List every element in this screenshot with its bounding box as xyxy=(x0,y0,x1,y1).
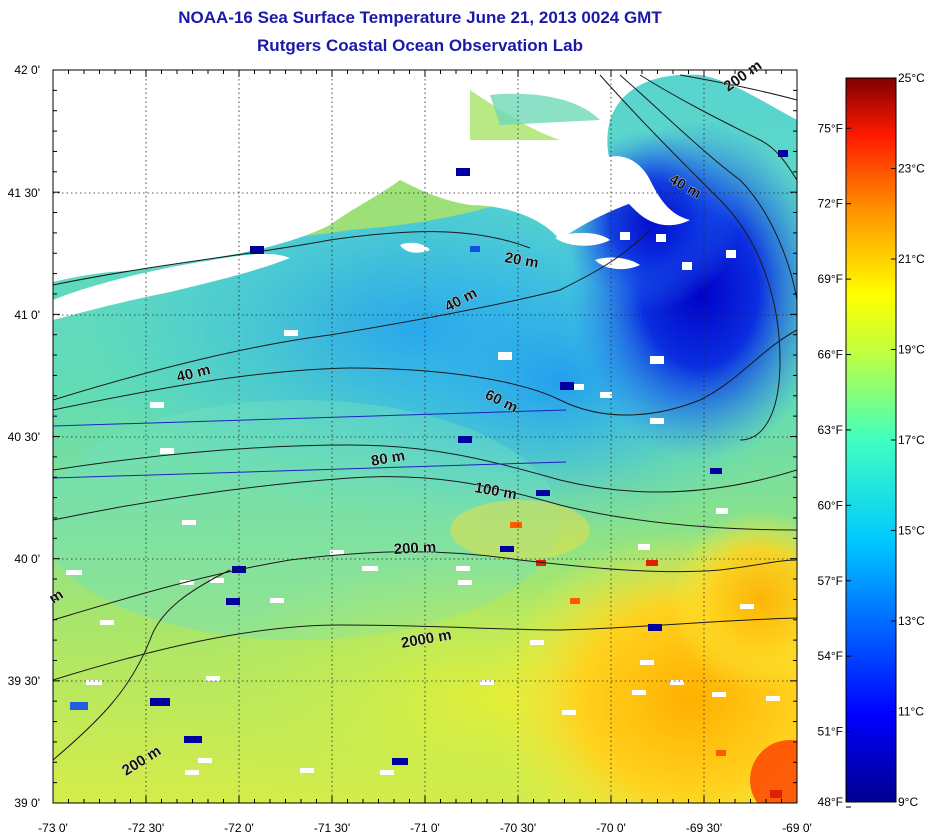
lat-tick-label: 39 0' xyxy=(14,796,40,810)
celsius-label: 21°C xyxy=(898,252,925,266)
longitude-labels: -73 0' -72 30' -72 0' -71 30' -71 0' -70… xyxy=(38,821,812,835)
fahrenheit-label: 63°F xyxy=(818,423,843,437)
lon-tick-label: -69 30' xyxy=(686,821,722,835)
celsius-label: 13°C xyxy=(898,614,925,628)
fahrenheit-label: 66°F xyxy=(818,348,843,362)
contour-80m xyxy=(53,444,797,493)
fahrenheit-label: 48°F xyxy=(818,795,843,809)
colorbar-celsius-labels: 25°C 23°C 21°C 19°C 17°C 15°C 13°C 11°C … xyxy=(898,71,925,809)
contour-ne-3 xyxy=(639,74,797,181)
fahrenheit-label: 75°F xyxy=(818,121,843,135)
colorbar-celsius-ticks xyxy=(891,77,896,803)
contour-20m xyxy=(53,231,531,286)
celsius-label: 11°C xyxy=(898,705,924,719)
celsius-label: 19°C xyxy=(898,343,925,357)
transect-north xyxy=(53,409,567,427)
contour-ne-2 xyxy=(619,74,797,301)
lat-tick-label: 42 0' xyxy=(14,63,40,77)
contour-label-80m: 80 m xyxy=(370,447,407,470)
contour-label-200m: 200 m xyxy=(393,539,436,558)
contour-200m xyxy=(53,551,797,621)
lon-tick-label: -70 0' xyxy=(596,821,626,835)
colorbar-fahrenheit-labels: 75°F 72°F 69°F 66°F 63°F 60°F 57°F 54°F … xyxy=(818,121,843,809)
transect-lines xyxy=(53,409,567,479)
lon-tick-label: -71 0' xyxy=(410,821,440,835)
contour-ne-1 xyxy=(599,74,781,441)
fahrenheit-label: 57°F xyxy=(818,574,843,588)
contour-label-40m-west: 40 m xyxy=(175,361,212,386)
lon-tick-label: -71 30' xyxy=(314,821,350,835)
lat-tick-label: 40 30' xyxy=(8,430,40,444)
lon-tick-label: -72 30' xyxy=(128,821,164,835)
lat-tick-label: 39 30' xyxy=(8,674,40,688)
lat-tick-label: 41 0' xyxy=(14,308,40,322)
contour-200m-west xyxy=(53,569,231,761)
contour-40m xyxy=(53,229,651,401)
map-subtitle: Rutgers Coastal Ocean Observation Lab xyxy=(257,36,583,55)
colorbar-fahrenheit-ticks xyxy=(846,127,851,808)
colorbar: 25°C 23°C 21°C 19°C 17°C 15°C 13°C 11°C … xyxy=(818,71,926,809)
contour-label-20m: 20 m xyxy=(503,249,540,272)
fahrenheit-label: 60°F xyxy=(818,498,843,512)
fahrenheit-label: 54°F xyxy=(818,649,843,663)
contour-ne-4 xyxy=(679,74,797,101)
celsius-label: 17°C xyxy=(898,433,925,447)
bathymetry-contours xyxy=(53,74,797,761)
lon-tick-label: -72 0' xyxy=(224,821,254,835)
fahrenheit-label: 69°F xyxy=(818,272,843,286)
fahrenheit-label: 72°F xyxy=(818,197,843,211)
map-grid xyxy=(53,70,797,803)
cloud-speckles xyxy=(66,232,780,775)
contour-60m xyxy=(53,329,797,416)
transect-south xyxy=(53,461,567,479)
celsius-label: 23°C xyxy=(898,162,925,176)
minor-ticks xyxy=(52,69,798,804)
lat-tick-label: 40 0' xyxy=(14,552,40,566)
contour-100m xyxy=(53,476,797,531)
celsius-label: 9°C xyxy=(898,795,918,809)
colorbar-gradient xyxy=(845,77,897,803)
fahrenheit-label: 51°F xyxy=(818,725,843,739)
latitude-labels: 39 0' 39 30' 40 0' 40 30' 41 0' 41 30' 4… xyxy=(8,63,40,810)
celsius-label: 25°C xyxy=(898,71,925,85)
lon-tick-label: -73 0' xyxy=(38,821,68,835)
warm-speckles xyxy=(510,522,782,798)
cold-speckles xyxy=(70,150,788,765)
map-title: NOAA-16 Sea Surface Temperature June 21,… xyxy=(178,8,662,27)
celsius-label: 15°C xyxy=(898,524,925,538)
lon-tick-label: -69 0' xyxy=(782,821,812,835)
lon-tick-label: -70 30' xyxy=(500,821,536,835)
lat-tick-label: 41 30' xyxy=(8,186,40,200)
contour-2000m xyxy=(53,617,797,681)
